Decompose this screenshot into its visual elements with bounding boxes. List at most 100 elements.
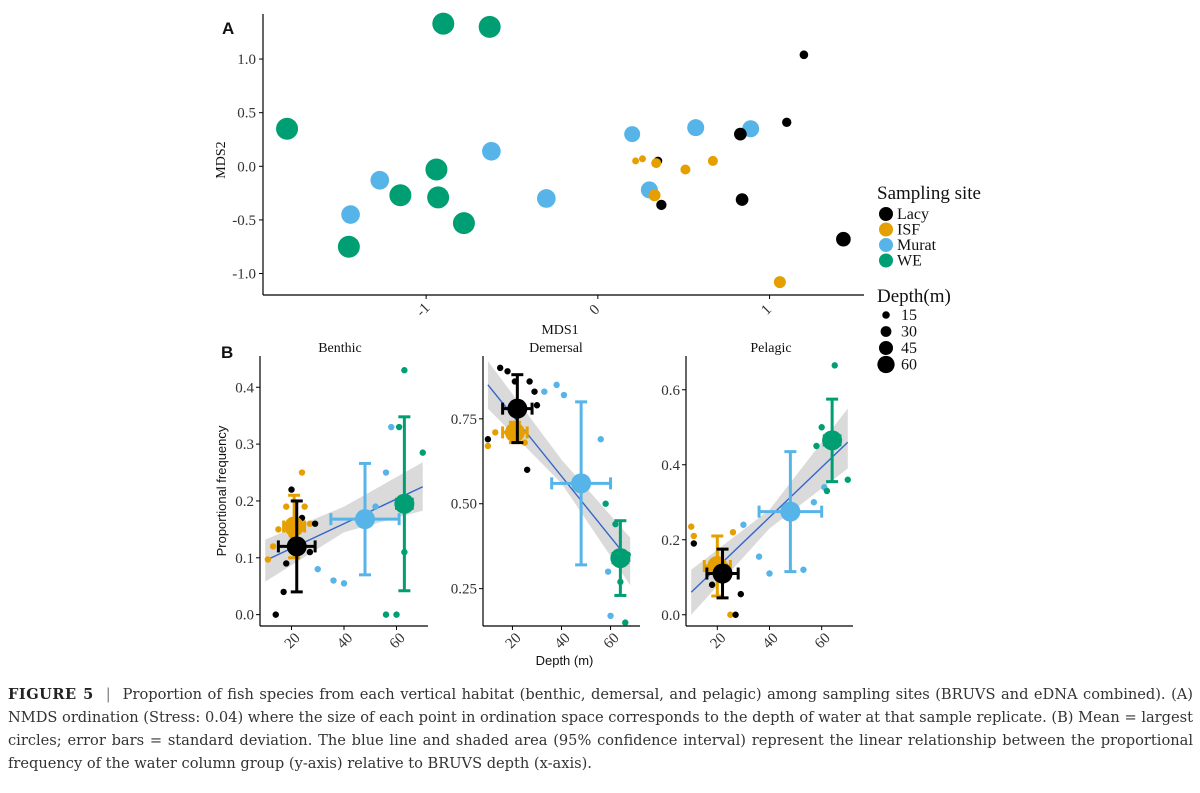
replicate-point-we: [831, 362, 838, 369]
replicate-point-isf: [690, 532, 698, 540]
legend-label-lacy: Lacy: [897, 206, 929, 223]
replicate-point-murat: [541, 388, 548, 395]
replicate-point-murat: [560, 391, 568, 399]
x-tick-label: 40: [552, 630, 574, 652]
replicate-point-we: [382, 611, 390, 618]
replicate-point-murat: [388, 423, 395, 431]
ordination-point-isf: [638, 155, 646, 163]
ordination-point-murat: [370, 170, 390, 190]
x-tick-label: 60: [601, 630, 623, 652]
y-tick-label: 0.1: [235, 551, 254, 567]
ordination-point-isf: [632, 157, 640, 165]
ordination-point-we: [389, 184, 412, 207]
replicate-point-lacy: [737, 590, 744, 598]
ordination-point-murat: [536, 189, 556, 208]
ordination-point-we: [427, 186, 450, 209]
y-tick-label: 0.75: [451, 412, 477, 428]
replicate-point-isf: [492, 429, 499, 436]
replicate-point-isf: [727, 611, 734, 618]
facet-title: Benthic: [318, 341, 362, 356]
legend-depth-swatch: [877, 355, 895, 374]
replicate-point-we: [818, 424, 825, 431]
x-tick-label: 60: [812, 630, 834, 652]
caption-separator: |: [105, 686, 111, 703]
ordination-point-lacy: [782, 117, 792, 127]
legend-label-we: WE: [897, 253, 922, 270]
replicate-point-isf: [283, 503, 290, 510]
replicate-point-lacy: [484, 436, 492, 443]
ordination-point-lacy: [836, 231, 851, 247]
replicate-point-lacy: [280, 588, 287, 596]
habitat-facet-plots: Benthic 0.0 0.1 0.2 0.3 0.4 20 40 60 Proportional…: [214, 341, 853, 668]
replicate-point-we: [401, 367, 408, 374]
x-tick-label: 20: [708, 630, 730, 652]
replicate-point-murat: [340, 580, 348, 587]
ordination-point-we: [452, 212, 475, 235]
ordination-point-lacy: [734, 127, 747, 141]
x-tick-label: 20: [282, 630, 304, 652]
facet-title: Demersal: [529, 341, 583, 356]
replicate-point-isf: [521, 439, 528, 446]
mean-point-we: [394, 493, 415, 514]
ordination-point-lacy: [656, 199, 667, 211]
ordination-point-lacy: [735, 193, 749, 206]
x-tick-label: -1: [413, 300, 433, 320]
replicate-point-murat: [597, 436, 604, 443]
replicate-point-murat: [553, 381, 560, 389]
y-tick-label: 0.0: [237, 159, 256, 175]
replicate-point-isf: [298, 469, 306, 476]
y-tick-label: 0.5: [237, 106, 256, 122]
replicate-point-murat: [330, 577, 337, 584]
ordination-point-we: [478, 15, 501, 38]
legend-swatch-murat: [879, 238, 893, 252]
facet-demersal: Demersal 0.25 0.50 0.75 20 40 60 Depth (m): [451, 341, 640, 668]
replicate-point-lacy: [523, 466, 531, 473]
ordination-point-murat: [687, 119, 705, 137]
facet-benthic: Benthic 0.0 0.1 0.2 0.3 0.4 20 40 60 Proportional…: [214, 341, 428, 652]
ordination-point-we: [425, 158, 448, 181]
x-axis-title: Depth (m): [536, 653, 594, 668]
ordination-point-isf: [773, 276, 786, 289]
legend-depth-label: 45: [901, 340, 917, 357]
legend-depth-swatch: [882, 311, 890, 319]
replicate-point-we: [419, 449, 426, 456]
replicate-point-isf: [264, 556, 272, 563]
replicate-point-we: [602, 500, 609, 507]
legend-depth-label: 60: [901, 357, 917, 374]
replicate-point-lacy: [732, 611, 739, 618]
figure-canvas: A -1.0 -0.5 0.0 0.5 1.0 -1 0 1 MDS2 MDS1 Sampling…: [214, 12, 981, 668]
legend-depth-title: Depth(m): [877, 286, 951, 307]
replicate-point-murat: [740, 521, 747, 528]
ordination-point-murat: [482, 141, 501, 161]
replicate-point-murat: [800, 566, 807, 573]
legend-swatch-isf: [879, 222, 893, 237]
y-tick-label: -0.5: [232, 213, 256, 229]
x-tick-label: 0: [587, 302, 604, 319]
mean-point-lacy: [712, 563, 733, 584]
y-tick-label: 0.50: [451, 497, 477, 513]
caption-label: FIGURE 5: [8, 686, 94, 703]
y-tick-label: 0.6: [661, 383, 680, 399]
replicate-point-we: [622, 619, 629, 626]
replicate-point-lacy: [272, 611, 279, 618]
x-tick-label: 40: [334, 630, 356, 652]
replicate-point-murat: [314, 565, 321, 573]
replicate-point-murat: [766, 570, 773, 577]
y-tick-label: 0.4: [235, 380, 254, 396]
legend-swatch-we: [879, 253, 893, 268]
legend-site-title: Sampling site: [877, 183, 981, 204]
replicate-point-murat: [382, 469, 390, 476]
mean-point-lacy: [286, 536, 307, 557]
facet-title: Pelagic: [750, 341, 791, 356]
mean-point-murat: [355, 509, 375, 530]
ordination-point-we: [276, 117, 299, 140]
legend-label-isf: ISF: [897, 222, 920, 239]
y-axis-title: MDS2: [214, 141, 229, 178]
legend-depth-swatch: [878, 340, 894, 356]
replicate-point-lacy: [283, 560, 290, 567]
replicate-point-lacy: [708, 581, 716, 588]
replicate-point-murat: [810, 499, 818, 506]
y-tick-label: 0.4: [661, 458, 680, 474]
replicate-point-isf: [275, 526, 282, 533]
